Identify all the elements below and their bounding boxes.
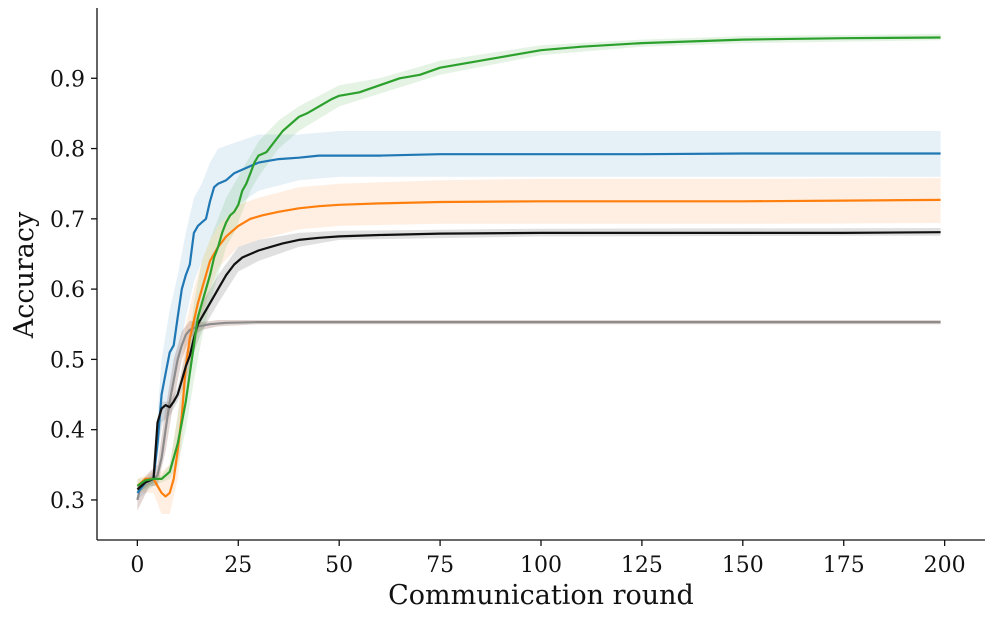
y-tick-label: 0.8 xyxy=(50,138,85,163)
x-tick-label: 175 xyxy=(823,553,865,578)
x-axis-title: Communication round xyxy=(388,580,694,611)
x-tick-label: 0 xyxy=(130,553,144,578)
y-tick-label: 0.4 xyxy=(50,419,85,444)
y-axis-ticks: 0.3 0.4 0.5 0.6 0.7 0.8 0.9 xyxy=(50,67,97,514)
series-lines xyxy=(136,36,941,501)
x-tick-label: 200 xyxy=(924,553,966,578)
series-2-band xyxy=(137,178,941,514)
y-tick-label: 0.5 xyxy=(50,348,85,373)
x-tick-label: 125 xyxy=(621,553,663,578)
series-3-band xyxy=(137,131,941,500)
x-tick-label: 50 xyxy=(325,553,353,578)
confidence-bands xyxy=(137,34,941,514)
series-2-line xyxy=(136,198,941,498)
x-tick-label: 75 xyxy=(426,553,454,578)
y-tick-label: 0.6 xyxy=(50,278,85,303)
y-tick-label: 0.7 xyxy=(50,208,85,233)
series-5-line xyxy=(136,36,941,487)
series-3-line xyxy=(136,152,941,494)
x-tick-label: 25 xyxy=(224,553,252,578)
series-4-band xyxy=(137,228,941,493)
series-5-band xyxy=(137,34,941,493)
series-1-line xyxy=(136,321,941,501)
y-tick-label: 0.9 xyxy=(50,67,85,92)
x-tick-label: 150 xyxy=(722,553,764,578)
y-axis-title: Accuracy xyxy=(9,211,40,339)
series-4-line xyxy=(136,231,941,491)
series-1-band xyxy=(137,320,941,511)
y-tick-label: 0.3 xyxy=(50,489,85,514)
x-tick-label: 100 xyxy=(520,553,562,578)
x-axis-ticks: 0 25 50 75 100 125 150 175 200 xyxy=(130,540,966,578)
